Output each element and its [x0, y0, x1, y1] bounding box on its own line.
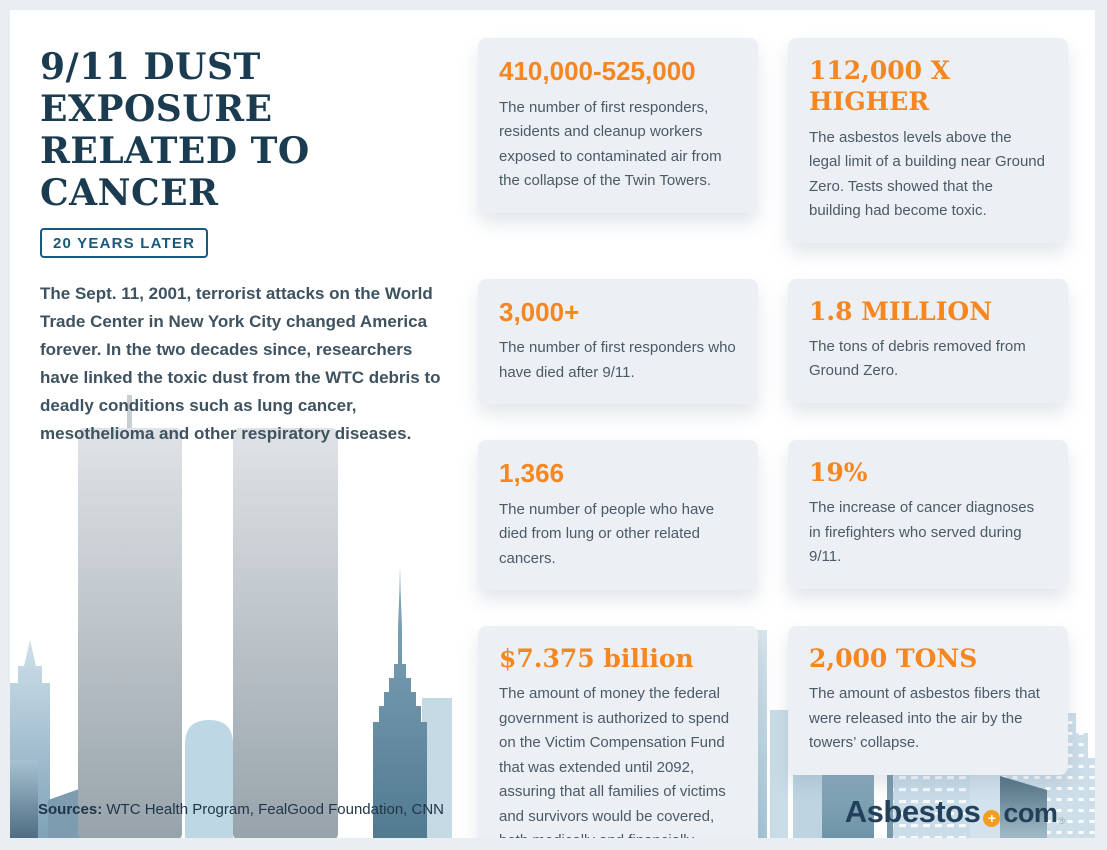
logo-word-asbestos: Asbestos [844, 794, 981, 829]
stat-value: 2,000 TONS [809, 644, 978, 673]
left-dark-building [10, 760, 38, 838]
stat-card-compensation-fund: $7.375 billion The amount of money the f… [478, 626, 758, 838]
stat-description: The number of first responders, resident… [499, 98, 722, 190]
right-dark-wedge [1000, 776, 1047, 838]
thin-pale-tower [770, 710, 788, 838]
sources-text: WTC Health Program, FealGood Foundation,… [102, 801, 445, 818]
stat-card-exposed: 410,000-525,000 The number of first resp… [478, 38, 758, 213]
asbestos-com-logo[interactable]: Asbestos + com ® [845, 794, 1065, 830]
stat-description: The asbestos levels above the legal limi… [809, 128, 1045, 220]
stat-card-cancer-deaths: 1,366 The number of people who have died… [478, 440, 758, 590]
rounded-top-building [185, 720, 233, 838]
intro-column: 9/11 DUST EXPOSURE RELATED TO CANCER 20 … [40, 46, 450, 448]
registered-mark: ® [1058, 816, 1065, 826]
page-title-line1: 9/11 DUST EXPOSURE [40, 46, 273, 131]
sources-label: Sources: [38, 801, 103, 818]
infographic-content: 9/11 DUST EXPOSURE RELATED TO CANCER 20 … [10, 10, 1095, 838]
stat-card-asbestos-fibers: 2,000 TONS The amount of asbestos fibers… [788, 626, 1068, 775]
stat-card-debris: 1.8 MILLION The tons of debris removed f… [788, 278, 1068, 403]
stat-description: The amount of money the federal governme… [499, 685, 730, 838]
page-title-line2: RELATED TO CANCER [40, 130, 310, 215]
stat-card-firefighter-diagnoses: 19% The increase of cancer diagnoses in … [788, 440, 1068, 589]
stat-card-responders-died: 3,000+ The number of first responders wh… [478, 278, 758, 404]
years-later-badge: 20 YEARS LATER [40, 228, 209, 259]
stat-card-asbestos-levels: 112,000 X HIGHER The asbestos levels abo… [788, 38, 1068, 243]
stat-description: The number of people who have died from … [499, 500, 715, 567]
sources-line: Sources: WTC Health Program, FealGood Fo… [38, 801, 444, 818]
page-title: 9/11 DUST EXPOSURE RELATED TO CANCER [40, 46, 450, 214]
stat-value: 410,000-525,000 [499, 56, 696, 86]
stats-grid: 410,000-525,000 The number of first resp… [478, 38, 1068, 838]
light-block [793, 768, 823, 838]
stat-value: 3,000+ [499, 296, 580, 327]
stat-value: $7.375 billion [499, 644, 694, 673]
stat-value: 1,366 [499, 458, 565, 488]
logo-word-com: com [1003, 798, 1058, 828]
intro-paragraph: The Sept. 11, 2001, terrorist attacks on… [40, 284, 441, 444]
stat-value: 1.8 MILLION [809, 296, 993, 326]
stat-description: The tons of debris removed from Ground Z… [809, 337, 1026, 380]
plus-icon: + [983, 810, 1001, 827]
left-wedge-building [48, 788, 82, 838]
stat-description: The number of first responders who have … [499, 339, 736, 381]
stat-value: 19% [809, 458, 868, 487]
stat-value: 112,000 X HIGHER [809, 56, 951, 117]
stat-description: The amount of asbestos fibers that were … [809, 685, 1040, 752]
chrysler-building [373, 566, 427, 838]
stat-description: The increase of cancer diagnoses in fire… [809, 499, 1035, 566]
twin-towers-illustration [78, 395, 338, 838]
